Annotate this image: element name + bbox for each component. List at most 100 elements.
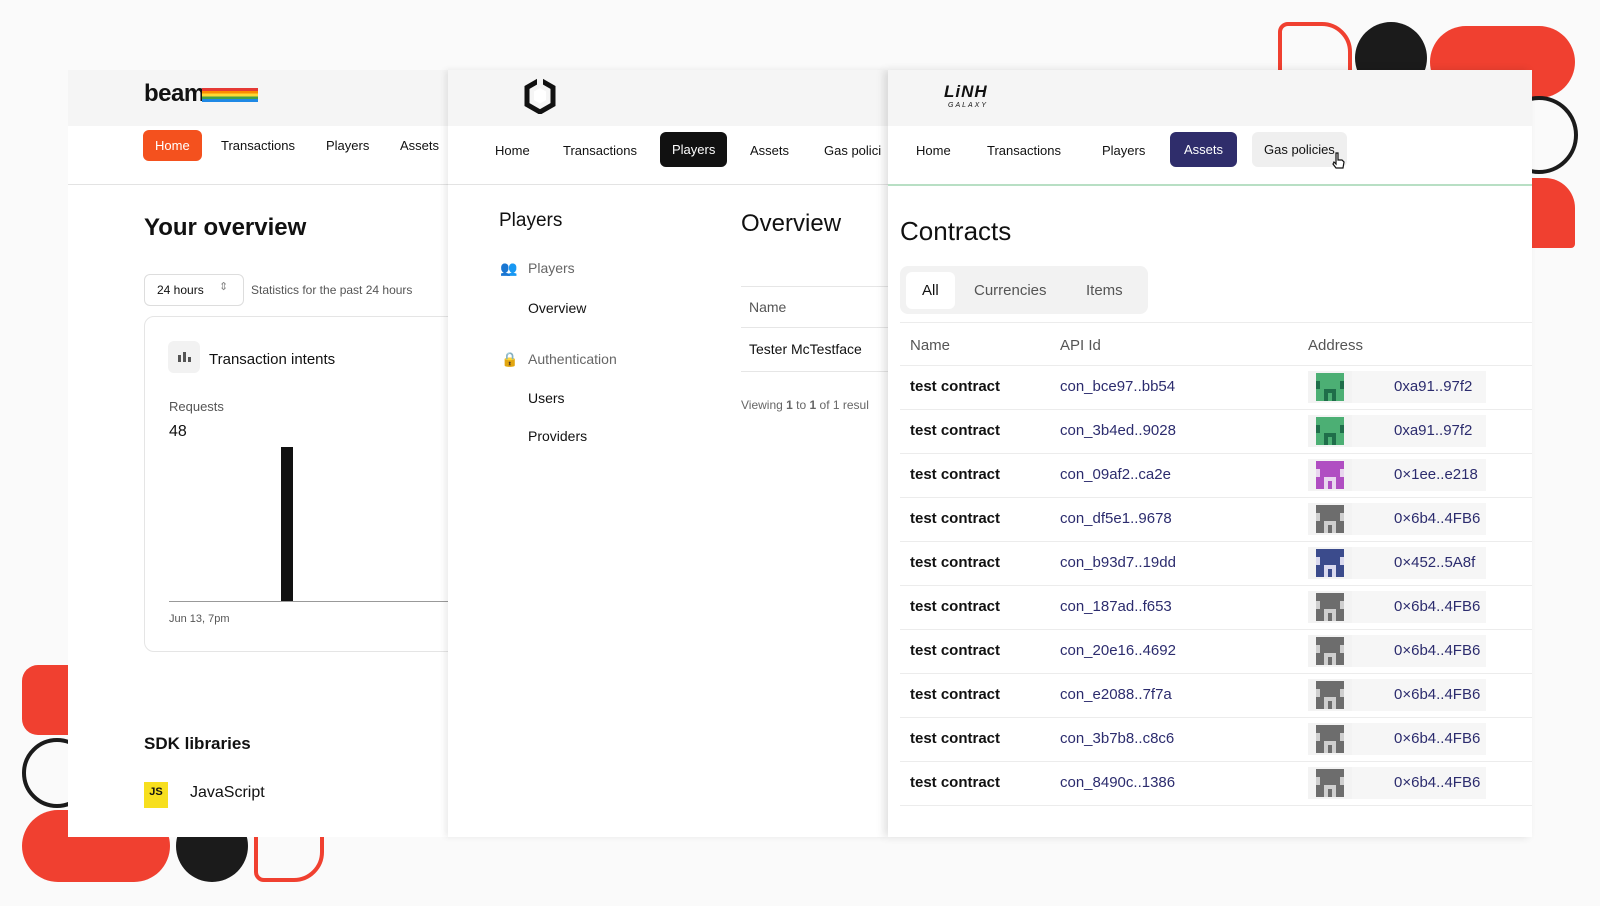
contract-name: test contract	[910, 598, 1001, 615]
transaction-intents-card: Transaction intents Requests 48 Jun 13, …	[144, 316, 448, 652]
address-text: 0×452..5A8f	[1394, 554, 1476, 571]
contract-address[interactable]: 0xa91..97f2	[1352, 371, 1486, 403]
column-header-name: Name	[749, 299, 787, 315]
sidebar-item-users[interactable]: Users	[528, 390, 565, 406]
column-header-address: Address	[1308, 337, 1364, 354]
green-owl-avatar	[1308, 415, 1352, 447]
filter-tab-currencies[interactable]: Currencies	[974, 282, 1047, 299]
address-text: 0×1ee..e218	[1394, 466, 1478, 483]
contract-api-id[interactable]: con_8490c..1386	[1060, 774, 1176, 791]
table-row[interactable]: test contract con_df5e1..9678 0×6b4..4FB6	[900, 497, 1532, 542]
chart-axis-label: Jun 13, 7pm	[169, 613, 230, 625]
table-header-row: Name	[741, 286, 888, 328]
contracts-title: Contracts	[900, 216, 1012, 246]
contracts-tab-players[interactable]: Players	[1102, 143, 1146, 158]
card-title: Transaction intents	[209, 351, 336, 368]
filter-tabs: All Currencies Items	[900, 266, 1148, 314]
players-tab-gas-policies[interactable]: Gas polici	[824, 143, 882, 158]
players-tab-assets[interactable]: Assets	[750, 143, 790, 158]
table-row[interactable]: test contract con_20e16..4692 0×6b4..4FB6	[900, 629, 1532, 674]
overview-title: Overview	[741, 210, 842, 237]
beam-tab-home[interactable]: Home	[143, 130, 202, 161]
address-text: 0xa91..97f2	[1394, 422, 1473, 439]
table-row[interactable]: test contract con_09af2..ca2e 0×1ee..e218	[900, 453, 1532, 498]
contracts-tab-assets[interactable]: Assets	[1170, 132, 1238, 167]
grey-pixel-avatar	[1308, 767, 1352, 799]
contracts-tab-gas-policies[interactable]: Gas policies	[1252, 132, 1347, 167]
contracts-nav: Home Transactions Players Assets Gas pol…	[888, 126, 1532, 186]
contracts-table-header: Name API Id Address	[900, 322, 1532, 366]
sidebar-item-overview[interactable]: Overview	[528, 300, 587, 316]
contract-api-id[interactable]: con_e2088..7f7a	[1060, 686, 1172, 703]
grey-pixel-avatar	[1308, 679, 1352, 711]
players-tab-players[interactable]: Players	[660, 132, 728, 167]
table-row[interactable]: test contract con_3b4ed..9028 0xa91..97f2	[900, 409, 1532, 454]
contract-api-id[interactable]: con_20e16..4692	[1060, 642, 1176, 659]
beam-logo: beam	[144, 80, 205, 107]
contracts-panel: LiNH GALAXY Home Transactions Players As…	[888, 70, 1532, 837]
contract-api-id[interactable]: con_bce97..bb54	[1060, 378, 1176, 395]
contract-api-id[interactable]: con_09af2..ca2e	[1060, 466, 1171, 483]
blue-pixel-avatar	[1308, 547, 1352, 579]
column-header-api-id: API Id	[1060, 337, 1101, 354]
filter-tab-items[interactable]: Items	[1086, 282, 1123, 299]
beam-nav: Home Transactions Players Assets	[68, 126, 448, 185]
contract-address[interactable]: 0×6b4..4FB6	[1352, 503, 1486, 535]
contracts-tab-home[interactable]: Home	[916, 143, 951, 158]
beam-logo-stripes	[202, 88, 258, 102]
players-sidebar-title: Players	[499, 210, 563, 231]
contract-name: test contract	[910, 774, 1001, 791]
contract-api-id[interactable]: con_187ad..f653	[1060, 598, 1172, 615]
table-row[interactable]: test contract con_b93d7..19dd 0×452..5A8f	[900, 541, 1532, 586]
contract-name: test contract	[910, 510, 1001, 527]
players-nav: Home Transactions Players Assets Gas pol…	[448, 126, 888, 185]
mouse-cursor-icon	[1332, 152, 1345, 169]
chart-bar	[279, 447, 293, 601]
sidebar-item-providers[interactable]: Providers	[528, 428, 588, 444]
grey-pixel-avatar	[1308, 591, 1352, 623]
beam-tab-assets[interactable]: Assets	[400, 138, 440, 153]
beam-panel: beam Home Transactions Players Assets Yo…	[68, 70, 448, 837]
contract-name: test contract	[910, 466, 1001, 483]
contract-api-id[interactable]: con_3b7b8..c8c6	[1060, 730, 1175, 747]
table-row[interactable]: test contract con_bce97..bb54 0xa91..97f2	[900, 365, 1532, 410]
table-row[interactable]: test contract con_e2088..7f7a 0×6b4..4FB6	[900, 673, 1532, 718]
address-text: 0×6b4..4FB6	[1394, 598, 1481, 615]
contract-address[interactable]: 0×6b4..4FB6	[1352, 723, 1486, 755]
contract-address[interactable]: 0xa91..97f2	[1352, 415, 1486, 447]
contract-address[interactable]: 0×1ee..e218	[1352, 459, 1486, 491]
contract-address[interactable]: 0×6b4..4FB6	[1352, 679, 1486, 711]
paging-start: 1	[786, 398, 793, 412]
contract-address[interactable]: 0×452..5A8f	[1352, 547, 1486, 579]
beam-page-title: Your overview	[144, 214, 307, 241]
contracts-tab-transactions[interactable]: Transactions	[987, 143, 1061, 158]
table-row[interactable]: test contract con_3b7b8..c8c6 0×6b4..4FB6	[900, 717, 1532, 762]
table-row[interactable]: test contract con_8490c..1386 0×6b4..4FB6	[900, 761, 1532, 806]
requests-label: Requests	[169, 399, 224, 414]
sidebar-group-authentication: Authentication	[528, 351, 617, 367]
beam-tab-players[interactable]: Players	[326, 138, 370, 153]
address-text: 0×6b4..4FB6	[1394, 774, 1481, 791]
address-text: 0×6b4..4FB6	[1394, 686, 1481, 703]
period-select-value: 24 hours	[157, 283, 204, 297]
players-tab-transactions[interactable]: Transactions	[563, 143, 637, 158]
beam-tab-transactions[interactable]: Transactions	[221, 138, 295, 153]
contract-api-id[interactable]: con_b93d7..19dd	[1060, 554, 1176, 571]
sdk-item-javascript[interactable]: JavaScript	[190, 784, 265, 801]
contract-address[interactable]: 0×6b4..4FB6	[1352, 767, 1486, 799]
paging-suffix: of 1 resul	[816, 398, 869, 412]
contract-address[interactable]: 0×6b4..4FB6	[1352, 635, 1486, 667]
table-row[interactable]: test contract con_187ad..f653 0×6b4..4FB6	[900, 585, 1532, 630]
contract-api-id[interactable]: con_df5e1..9678	[1060, 510, 1172, 527]
requests-value: 48	[169, 423, 187, 440]
contract-name: test contract	[910, 422, 1001, 439]
address-text: 0×6b4..4FB6	[1394, 642, 1481, 659]
filter-tab-all[interactable]: All	[906, 272, 955, 309]
player-row[interactable]: Tester McTestface	[741, 327, 888, 372]
players-tab-home[interactable]: Home	[495, 143, 530, 158]
contract-address[interactable]: 0×6b4..4FB6	[1352, 591, 1486, 623]
purple-pixel-avatar	[1308, 459, 1352, 491]
contract-api-id[interactable]: con_3b4ed..9028	[1060, 422, 1176, 439]
grey-pixel-avatar	[1308, 635, 1352, 667]
period-select[interactable]: 24 hours ⇕	[144, 274, 244, 306]
